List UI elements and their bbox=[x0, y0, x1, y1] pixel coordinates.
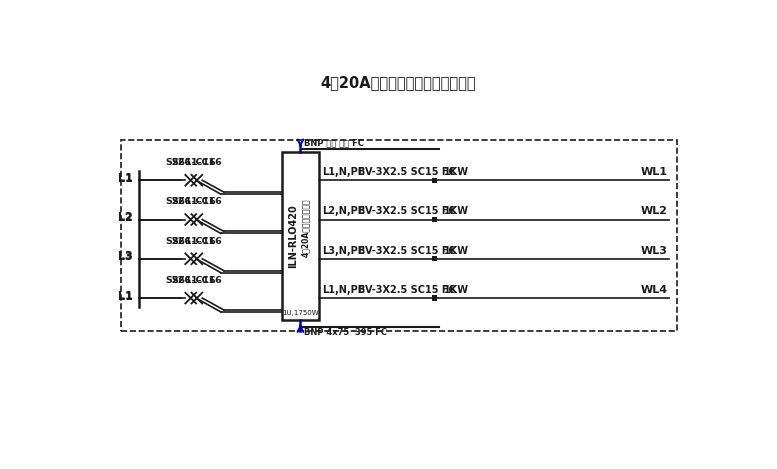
Text: S261-C16: S261-C16 bbox=[166, 158, 216, 167]
Text: WL3: WL3 bbox=[640, 246, 667, 256]
Text: S261-C16: S261-C16 bbox=[172, 276, 222, 285]
Text: S261-C16: S261-C16 bbox=[172, 158, 222, 167]
Bar bbox=[432, 256, 437, 262]
Text: L3,N,PE: L3,N,PE bbox=[322, 246, 364, 256]
Text: L3: L3 bbox=[118, 252, 133, 262]
Text: S261-C16: S261-C16 bbox=[166, 197, 216, 206]
Text: L2,N,PE: L2,N,PE bbox=[322, 206, 364, 216]
Text: WL2: WL2 bbox=[640, 206, 667, 216]
Text: 1KW: 1KW bbox=[444, 246, 469, 256]
Bar bbox=[120, 140, 677, 331]
Text: BNP 动力 照明 FC: BNP 动力 照明 FC bbox=[304, 138, 364, 147]
Text: 1U,1750W: 1U,1750W bbox=[282, 310, 319, 317]
Bar bbox=[432, 178, 437, 183]
Text: ILN-RLO420: ILN-RLO420 bbox=[288, 204, 298, 268]
Text: S261-C16: S261-C16 bbox=[172, 197, 222, 206]
Text: BV-3X2.5 SC15 FC: BV-3X2.5 SC15 FC bbox=[357, 206, 455, 216]
Text: L1: L1 bbox=[118, 173, 133, 183]
Text: L1: L1 bbox=[118, 291, 133, 301]
Text: L2: L2 bbox=[118, 212, 133, 222]
Text: S261-C16: S261-C16 bbox=[166, 237, 216, 246]
Text: 1KW: 1KW bbox=[444, 167, 469, 177]
Text: BV-3X2.5 SC15 FC: BV-3X2.5 SC15 FC bbox=[357, 285, 455, 295]
Text: L1,N,PE: L1,N,PE bbox=[322, 285, 364, 295]
Text: 1KW: 1KW bbox=[444, 285, 469, 295]
Text: 4路20A智能继電器模塊: 4路20A智能继電器模塊 bbox=[301, 199, 310, 257]
Bar bbox=[432, 295, 437, 301]
Text: BNP 4x75  395 FC: BNP 4x75 395 FC bbox=[304, 328, 386, 337]
Text: WL4: WL4 bbox=[640, 285, 667, 295]
Text: 1KW: 1KW bbox=[444, 206, 469, 216]
Text: WL1: WL1 bbox=[640, 167, 667, 177]
Text: S261-C16: S261-C16 bbox=[166, 276, 216, 285]
Text: L1: L1 bbox=[118, 174, 133, 184]
Bar bbox=[432, 217, 437, 222]
Text: L1: L1 bbox=[118, 292, 133, 302]
Text: BV-3X2.5 SC15 FC: BV-3X2.5 SC15 FC bbox=[357, 167, 455, 177]
Bar bbox=[282, 152, 319, 319]
Text: BV-3X2.5 SC15 FC: BV-3X2.5 SC15 FC bbox=[357, 246, 455, 256]
Text: S261-C16: S261-C16 bbox=[172, 237, 222, 246]
Text: L1,N,PE: L1,N,PE bbox=[322, 167, 364, 177]
Text: L3: L3 bbox=[118, 251, 133, 262]
Text: L2: L2 bbox=[118, 213, 133, 223]
Text: 4路20A智能繼電器模塊一系统图示: 4路20A智能繼電器模塊一系统图示 bbox=[320, 75, 476, 90]
